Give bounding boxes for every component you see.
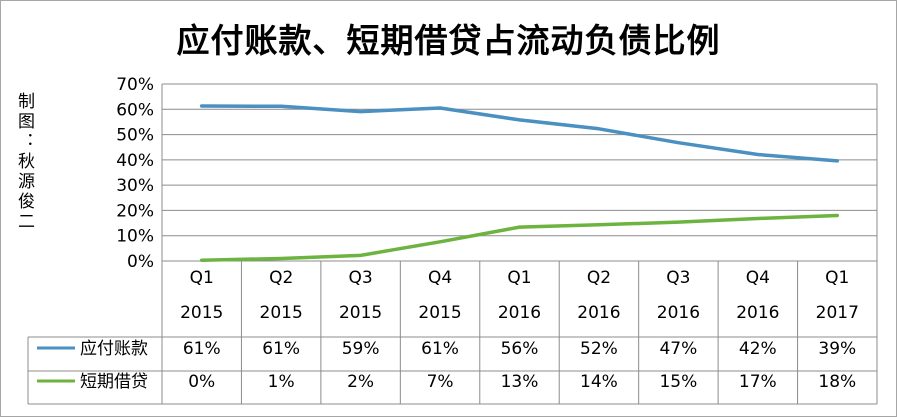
x-tick-label-quarter: Q1 (507, 268, 531, 288)
data-label: 56% (501, 339, 539, 359)
x-tick-label-quarter: Q3 (666, 268, 690, 288)
data-label: 52% (580, 339, 618, 359)
chart-credit: 制图：秋源俊二 (14, 92, 34, 232)
series-line-2 (199, 213, 840, 262)
x-tick-label-year: 2015 (418, 303, 461, 323)
data-label: 59% (342, 339, 380, 359)
data-label: 0% (188, 372, 215, 392)
y-tick-label: 50% (116, 126, 154, 146)
legend-label: 短期借贷 (80, 372, 148, 392)
y-tick-label: 70% (116, 75, 154, 95)
x-tick-label-year: 2016 (657, 303, 700, 323)
x-tick-label-year: 2015 (260, 303, 303, 323)
x-tick-label-year: 2015 (339, 303, 382, 323)
data-label: 17% (739, 372, 777, 392)
x-tick-label-year: 2016 (498, 303, 541, 323)
data-label: 61% (421, 339, 459, 359)
y-tick-label: 40% (116, 151, 154, 171)
x-tick-label-quarter: Q3 (349, 268, 373, 288)
data-label: 7% (427, 372, 454, 392)
data-label: 39% (818, 339, 856, 359)
x-tick-label-quarter: Q4 (428, 268, 452, 288)
data-label: 15% (659, 372, 697, 392)
data-label: 13% (501, 372, 539, 392)
data-label: 2% (347, 372, 374, 392)
x-tick-label-year: 2016 (577, 303, 620, 323)
data-label: 14% (580, 372, 618, 392)
legend-label: 应付账款 (80, 339, 148, 359)
y-tick-label: 20% (116, 201, 154, 221)
data-label: 61% (262, 339, 300, 359)
x-tick-label-quarter: Q2 (269, 268, 293, 288)
x-tick-label-quarter: Q1 (825, 268, 849, 288)
data-label: 18% (818, 372, 856, 392)
data-label: 61% (183, 339, 221, 359)
x-tick-label-quarter: Q2 (587, 268, 611, 288)
x-tick-label-year: 2017 (816, 303, 859, 323)
y-tick-label: 30% (116, 176, 154, 196)
y-tick-label: 10% (116, 227, 154, 247)
x-tick-label-quarter: Q1 (190, 268, 214, 288)
data-label: 47% (659, 339, 697, 359)
data-label: 42% (739, 339, 777, 359)
data-label: 1% (268, 372, 295, 392)
y-tick-label: 0% (127, 252, 154, 272)
y-tick-label: 60% (116, 100, 154, 120)
chart-title: 应付账款、短期借贷占流动负债比例 (176, 21, 721, 60)
x-tick-label-year: 2015 (180, 303, 223, 323)
x-tick-label-quarter: Q4 (746, 268, 770, 288)
x-tick-label-year: 2016 (736, 303, 779, 323)
series-line-1 (199, 104, 840, 163)
